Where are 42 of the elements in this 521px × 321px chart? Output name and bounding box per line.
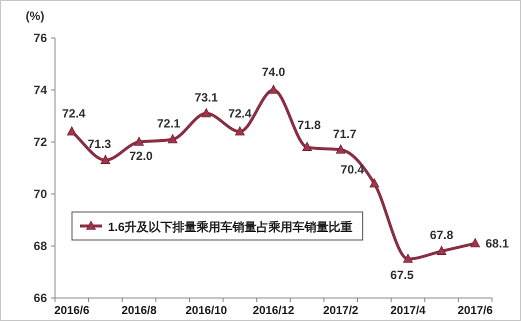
data-label: 72.4 xyxy=(62,106,86,121)
point xyxy=(436,246,446,255)
y-tick-label: 72 xyxy=(34,135,48,149)
point xyxy=(100,154,110,164)
data-label: 74.0 xyxy=(262,65,286,79)
x-tick-label: 2017/4 xyxy=(390,305,426,317)
data-label: 71.7 xyxy=(333,126,357,141)
point xyxy=(302,142,312,151)
data-label: 67.8 xyxy=(430,228,454,242)
point xyxy=(168,134,178,144)
x-tick-label: 2016/6 xyxy=(54,305,90,317)
point xyxy=(470,238,480,248)
y-tick-label: 68 xyxy=(34,239,48,253)
y-tick-label: 70 xyxy=(34,187,48,201)
y-axis-title: (%) xyxy=(26,9,44,23)
legend-label: 1.6升及以下排量乘用车销量占乘用车销量比重 xyxy=(108,220,353,234)
data-label: 72.0 xyxy=(129,149,154,163)
point xyxy=(403,254,413,263)
data-label: 72.4 xyxy=(228,106,252,121)
point xyxy=(235,126,245,136)
data-label: 72.1 xyxy=(156,116,181,130)
point xyxy=(67,126,77,136)
x-tick-label: 2016/12 xyxy=(252,305,294,317)
data-label: 71.8 xyxy=(297,118,322,132)
point xyxy=(134,136,144,146)
legend: 1.6升及以下排量乘用车销量占乘用车销量比重 xyxy=(72,212,364,240)
data-label: 70.4 xyxy=(340,162,364,177)
y-tick-label: 66 xyxy=(34,291,48,305)
point xyxy=(268,84,278,94)
point xyxy=(201,108,212,118)
data-label: 71.3 xyxy=(88,137,112,152)
y-tick-label: 76 xyxy=(34,31,48,45)
x-tick-label: 2016/8 xyxy=(121,305,158,317)
y-tick-label: 74 xyxy=(34,83,48,97)
point xyxy=(336,144,346,154)
x-tick-label: 2017/2 xyxy=(323,305,358,317)
x-tick-label: 2016/10 xyxy=(185,305,228,317)
data-label: 73.1 xyxy=(194,90,218,104)
point xyxy=(370,178,380,188)
x-tick-label: 2017/6 xyxy=(458,305,493,317)
data-label: 67.5 xyxy=(390,268,414,282)
data-label: 68.1 xyxy=(486,236,510,250)
